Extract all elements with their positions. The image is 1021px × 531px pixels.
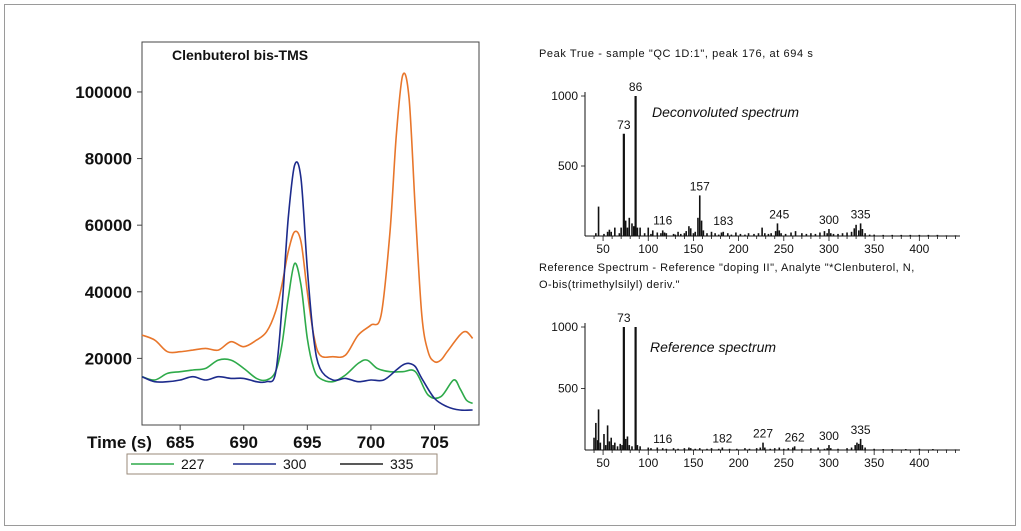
x-tick-label: 700 bbox=[357, 433, 385, 452]
peak-label-73: 73 bbox=[617, 311, 631, 325]
y-tick-label: 80000 bbox=[85, 150, 132, 169]
chromatogram-y-ticks: 20000 40000 60000 80000 100000 bbox=[75, 83, 142, 368]
series-line-227 bbox=[141, 262, 474, 405]
deconvoluted-spectrum-title: Deconvoluted spectrum bbox=[652, 104, 799, 120]
x-tick-label: 50 bbox=[596, 456, 610, 470]
chromatogram-legend: 227 300 335 bbox=[126, 453, 438, 475]
chromatogram-x-ticks: 685 690 695 700 705 bbox=[166, 425, 449, 452]
series-line-300 bbox=[141, 161, 473, 412]
x-tick-label: 100 bbox=[638, 242, 658, 256]
reference-caption-line-1: Reference Spectrum - Reference "doping I… bbox=[539, 262, 915, 274]
x-tick-label: 250 bbox=[774, 242, 794, 256]
y-tick-label: 500 bbox=[558, 159, 578, 173]
y-tick-label: 100000 bbox=[75, 83, 132, 102]
figure-frame bbox=[4, 4, 1016, 526]
x-tick-label: 50 bbox=[596, 242, 610, 256]
legend-label-335: 335 bbox=[390, 456, 414, 472]
legend-label-300: 300 bbox=[283, 456, 307, 472]
legend-label-227: 227 bbox=[181, 456, 205, 472]
x-tick-label: 690 bbox=[230, 433, 258, 452]
peak-label-182: 182 bbox=[712, 432, 732, 446]
peak-label-300: 300 bbox=[819, 429, 839, 443]
chromatogram-plot-area bbox=[141, 41, 480, 426]
y-tick-label: 1000 bbox=[551, 89, 578, 103]
peak-label-73: 73 bbox=[617, 118, 631, 132]
peak-label-116: 116 bbox=[653, 213, 672, 227]
x-tick-label: 100 bbox=[638, 456, 658, 470]
peak-label-300: 300 bbox=[819, 213, 839, 227]
peak-label-183: 183 bbox=[713, 214, 733, 228]
peak-label-262: 262 bbox=[785, 430, 805, 444]
deconvoluted-spectrum-plot: Deconvoluted spectrum 50 100 150 200 250 300 3… bbox=[551, 80, 960, 256]
x-tick-label: 200 bbox=[729, 456, 749, 470]
reference-spectrum-title: Reference spectrum bbox=[650, 339, 776, 355]
deconvoluted-caption: Peak True - sample "QC 1D:1", peak 176, … bbox=[539, 48, 813, 60]
x-tick-label: 350 bbox=[864, 242, 884, 256]
peak-label-245: 245 bbox=[769, 207, 789, 221]
x-tick-label: 200 bbox=[729, 242, 749, 256]
y-tick-label: 500 bbox=[558, 382, 578, 396]
x-tick-label: 695 bbox=[293, 433, 321, 452]
series-line-335 bbox=[141, 72, 474, 364]
y-tick-label: 1000 bbox=[551, 320, 578, 334]
chromatogram-x-axis-label: Time (s) bbox=[87, 433, 152, 452]
peak-label-86: 86 bbox=[629, 80, 643, 94]
y-tick-label: 40000 bbox=[85, 283, 132, 302]
peak-label-116: 116 bbox=[653, 432, 672, 446]
peak-label-335: 335 bbox=[851, 207, 871, 221]
x-tick-label: 300 bbox=[819, 242, 839, 256]
legend-box bbox=[126, 453, 438, 475]
x-tick-label: 250 bbox=[774, 456, 794, 470]
peak-label-157: 157 bbox=[690, 179, 710, 193]
peak-label-335: 335 bbox=[851, 423, 871, 437]
x-tick-label: 705 bbox=[420, 433, 448, 452]
x-tick-label: 400 bbox=[909, 242, 929, 256]
chromatogram-series bbox=[141, 72, 474, 412]
y-tick-label: 20000 bbox=[85, 349, 132, 368]
x-tick-label: 350 bbox=[864, 456, 884, 470]
x-tick-label: 150 bbox=[683, 456, 703, 470]
reference-spectrum-plot: Reference spectrum 50 100 150 200 250 300 350 4… bbox=[551, 311, 960, 470]
x-tick-label: 400 bbox=[909, 456, 929, 470]
x-tick-label: 685 bbox=[166, 433, 194, 452]
y-tick-label: 60000 bbox=[85, 216, 132, 235]
peak-label-227: 227 bbox=[753, 427, 773, 441]
reference-caption-line-2: O-bis(trimethylsilyl) deriv." bbox=[539, 279, 680, 291]
chromatogram-plot: Clenbuterol bis-TMS 20000 40000 60000 80000… bbox=[75, 41, 480, 475]
chromatogram-title: Clenbuterol bis-TMS bbox=[172, 47, 308, 63]
x-tick-label: 150 bbox=[683, 242, 703, 256]
x-tick-label: 300 bbox=[819, 456, 839, 470]
